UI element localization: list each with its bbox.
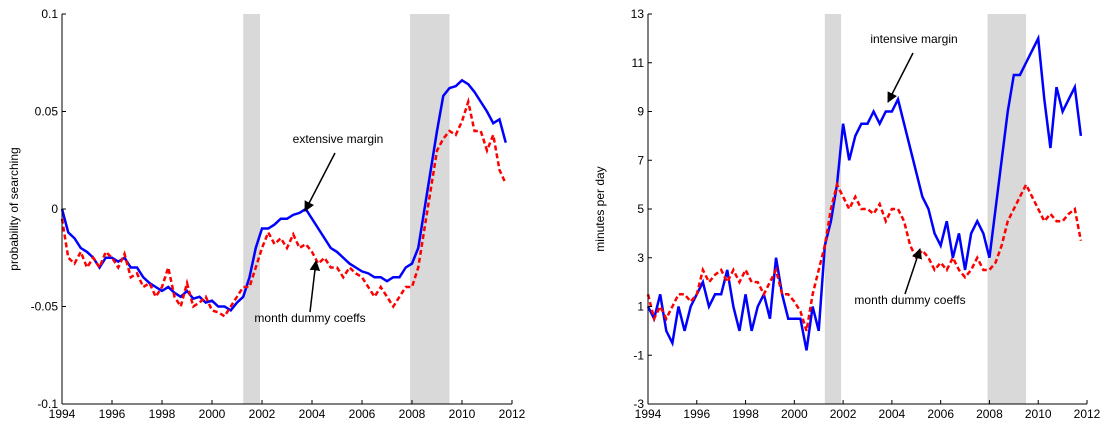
x-tick-label: 2012 — [499, 407, 526, 421]
panel: -0.1 -0.05 0 0.05 0.1 1994 1996 1998 2000 2002 200… — [7, 7, 526, 421]
series-line — [60, 78, 507, 313]
y-tick-label: 0 — [51, 202, 58, 216]
y-tick-label: 0.1 — [41, 7, 58, 21]
y-tick-label: 3 — [637, 251, 644, 265]
series-line — [60, 96, 507, 318]
x-tick-label: 2008 — [976, 407, 1003, 421]
annotation: extensive margin — [293, 132, 384, 146]
x-tick-label: 1996 — [99, 407, 126, 421]
y-tick-label: -0.1 — [37, 397, 58, 411]
x-tick-label: 1998 — [149, 407, 176, 421]
x-tick-label: 2008 — [399, 407, 426, 421]
y-tick-label: -1 — [633, 348, 644, 362]
y-axis-label: minutes per day — [593, 166, 607, 251]
series-line — [646, 33, 1083, 351]
x-tick-label: 2002 — [830, 407, 857, 421]
y-tick-label: 5 — [637, 202, 644, 216]
x-tick-label: 2000 — [199, 407, 226, 421]
x-tick-label: 2004 — [879, 407, 906, 421]
y-tick-label: 9 — [637, 105, 644, 119]
x-tick-label: 1998 — [732, 407, 759, 421]
annotation-arrow — [304, 152, 336, 212]
annotation: intensive margin — [870, 32, 957, 46]
y-tick-label: 0.05 — [35, 105, 59, 119]
x-tick-label: 2004 — [299, 407, 326, 421]
annotation-arrow — [887, 52, 914, 103]
annotation-arrow — [309, 259, 321, 313]
recession-band — [987, 14, 1027, 404]
y-tick-label: -0.05 — [31, 300, 59, 314]
x-tick-label: 1994 — [635, 407, 662, 421]
recession-band — [410, 14, 450, 404]
x-tick-label: 2006 — [927, 407, 954, 421]
y-tick-label: 11 — [632, 56, 645, 70]
y-tick-label: 1 — [637, 300, 644, 314]
y-tick-label: -3 — [633, 397, 644, 411]
y-tick-label: 7 — [637, 153, 644, 167]
x-tick-label: 2000 — [781, 407, 808, 421]
recession-band — [243, 14, 260, 404]
x-tick-label: 2002 — [249, 407, 276, 421]
x-tick-label: 2010 — [449, 407, 476, 421]
x-tick-label: 1994 — [49, 407, 76, 421]
x-tick-label: 2012 — [1074, 407, 1101, 421]
x-tick-label: 2010 — [1025, 407, 1052, 421]
series-line — [646, 181, 1083, 332]
annotation: month dummy coeffs — [854, 293, 965, 307]
y-tick-label: 13 — [631, 7, 645, 21]
annotation-arrow — [904, 248, 922, 295]
x-tick-label: 1996 — [683, 407, 710, 421]
annotation: month dummy coeffs — [254, 311, 365, 325]
x-tick-label: 2006 — [349, 407, 376, 421]
y-axis-label: probability of searching — [7, 147, 21, 270]
